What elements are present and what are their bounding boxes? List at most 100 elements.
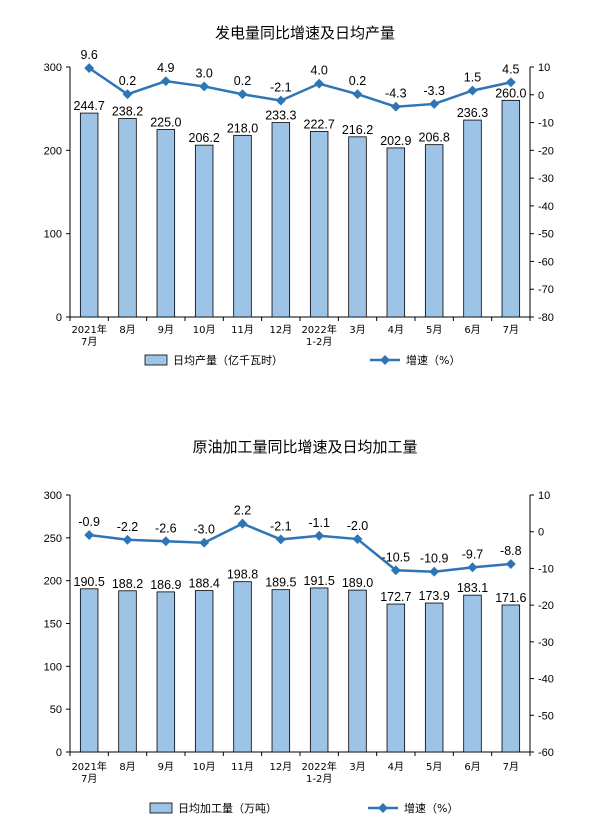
line-point bbox=[84, 530, 95, 540]
right-tick-label: -80 bbox=[538, 312, 554, 324]
category-label: 3月 bbox=[349, 324, 365, 336]
left-tick-label: 100 bbox=[44, 229, 62, 241]
category-label: 11月 bbox=[231, 761, 254, 773]
line-point bbox=[275, 95, 286, 106]
category-label: 7月 bbox=[503, 761, 519, 773]
bar-data-label: 244.7 bbox=[74, 99, 105, 113]
category-label: 11月 bbox=[231, 324, 254, 336]
bar-data-label: 188.4 bbox=[189, 577, 220, 591]
bar-data-label: 198.8 bbox=[227, 568, 258, 582]
category-label: 9月 bbox=[158, 761, 174, 773]
bar bbox=[194, 590, 214, 753]
category-label: 2021年 bbox=[71, 760, 106, 773]
category-label: 1-2月 bbox=[306, 336, 332, 348]
legend-bar-label: 日均加工量（万吨） bbox=[178, 802, 277, 815]
bar-data-label: 189.0 bbox=[342, 576, 373, 590]
line-point bbox=[199, 537, 210, 548]
bar-data-label: 236.3 bbox=[457, 106, 488, 120]
right-tick-label: -40 bbox=[538, 201, 554, 213]
category-label: 3月 bbox=[349, 761, 365, 773]
line-data-label: -2.2 bbox=[117, 520, 139, 534]
right-tick-label: -50 bbox=[538, 229, 554, 241]
bar-data-label: 191.5 bbox=[304, 574, 335, 588]
left-tick-label: 250 bbox=[44, 533, 62, 545]
left-tick-label: 0 bbox=[56, 747, 62, 759]
category-label: 7月 bbox=[81, 336, 97, 348]
right-tick-label: -70 bbox=[538, 284, 554, 296]
bar-data-label: 186.9 bbox=[150, 578, 181, 592]
line-data-label: 0.2 bbox=[349, 74, 366, 88]
right-tick-label: -20 bbox=[538, 600, 554, 612]
bar-data-label: 206.2 bbox=[189, 131, 220, 145]
right-tick-label: -20 bbox=[538, 145, 554, 157]
bar-data-label: 216.2 bbox=[342, 123, 373, 137]
left-tick-label: 300 bbox=[44, 62, 62, 74]
category-label: 4月 bbox=[388, 324, 404, 336]
bar-data-label: 189.5 bbox=[265, 576, 296, 590]
category-label: 7月 bbox=[81, 773, 97, 785]
category-label: 7月 bbox=[503, 324, 519, 336]
category-label: 5月 bbox=[426, 324, 442, 336]
line-data-label: -10.5 bbox=[382, 550, 411, 564]
bar-data-label: 188.2 bbox=[112, 577, 143, 591]
line-point bbox=[352, 534, 363, 545]
bar-data-label: 233.3 bbox=[265, 109, 296, 123]
bar-data-label: 173.9 bbox=[419, 589, 450, 603]
bar bbox=[386, 603, 406, 753]
bar bbox=[386, 147, 406, 318]
category-label: 5月 bbox=[426, 761, 442, 773]
line-data-label: 4.5 bbox=[502, 62, 519, 76]
bar bbox=[348, 136, 367, 318]
line-data-label: 2.2 bbox=[234, 504, 251, 518]
bar bbox=[309, 131, 329, 318]
right-tick-label: 10 bbox=[538, 490, 550, 502]
right-tick-label: -30 bbox=[538, 173, 554, 185]
bar-data-label: 218.0 bbox=[227, 121, 258, 135]
line-point bbox=[160, 536, 171, 547]
line-data-label: 1.5 bbox=[464, 71, 481, 85]
category-label: 6月 bbox=[464, 324, 480, 336]
line-point bbox=[314, 78, 325, 89]
line-data-label: 0.2 bbox=[234, 74, 251, 88]
legend-bar-swatch bbox=[149, 802, 173, 814]
bar bbox=[233, 581, 252, 753]
bar bbox=[156, 591, 176, 753]
legend-line-label: 增速（%） bbox=[406, 353, 460, 367]
legend-line-label: 增速（%） bbox=[404, 801, 458, 815]
category-label: 9月 bbox=[158, 324, 174, 336]
left-tick-label: 100 bbox=[44, 661, 62, 673]
line-data-label: -4.3 bbox=[385, 87, 407, 101]
bar bbox=[424, 144, 444, 318]
line-point bbox=[467, 562, 478, 573]
bar-data-label: 222.7 bbox=[304, 117, 335, 131]
right-tick-label: 10 bbox=[538, 62, 550, 74]
bar bbox=[118, 590, 137, 753]
line-data-label: 4.9 bbox=[157, 61, 174, 75]
legend-bar-label: 日均产量（亿千瓦时） bbox=[173, 353, 283, 367]
line-point bbox=[237, 518, 248, 529]
line-data-label: -2.1 bbox=[270, 81, 292, 95]
line-point bbox=[122, 534, 133, 545]
line-data-label: -8.8 bbox=[500, 544, 522, 558]
line-point bbox=[199, 81, 210, 92]
line-data-label: -2.1 bbox=[270, 519, 292, 533]
category-label: 1-2月 bbox=[306, 773, 332, 785]
category-label: 6月 bbox=[464, 761, 480, 773]
right-tick-label: -10 bbox=[538, 563, 554, 575]
chart-title: 发电量同比增速及日均产量 bbox=[215, 24, 395, 42]
line-data-label: 0.2 bbox=[119, 74, 136, 88]
left-tick-label: 200 bbox=[44, 576, 62, 588]
bar bbox=[156, 129, 176, 318]
line-point bbox=[467, 85, 478, 96]
line-point bbox=[390, 565, 401, 576]
bar bbox=[118, 118, 137, 318]
bar bbox=[271, 122, 291, 318]
bar bbox=[501, 604, 521, 753]
bar-data-label: 238.2 bbox=[112, 105, 143, 119]
right-tick-label: -40 bbox=[538, 674, 554, 686]
right-tick-label: -10 bbox=[538, 118, 554, 130]
bar bbox=[271, 589, 291, 753]
line-data-label: -2.0 bbox=[347, 519, 369, 533]
